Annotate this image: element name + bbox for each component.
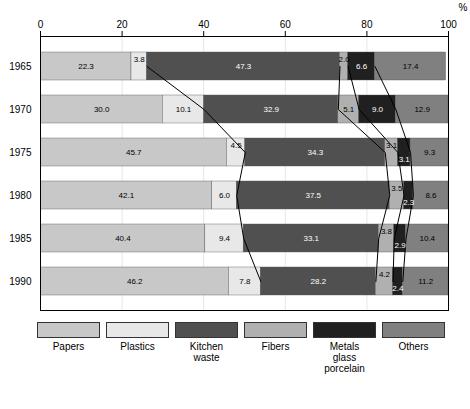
svg-text:2.9: 2.9 <box>395 241 407 250</box>
html-text:Papers: Papers <box>52 341 85 352</box>
svg-text:1990: 1990 <box>9 276 32 287</box>
svg-text:7.8: 7.8 <box>239 277 251 286</box>
svg-text:17.4: 17.4 <box>403 62 419 71</box>
svg-text:4.2: 4.2 <box>379 270 391 279</box>
svg-text:4.5: 4.5 <box>231 141 243 150</box>
html-text:Plastics: Plastics <box>120 341 155 352</box>
svg-text:47.3: 47.3 <box>236 62 252 71</box>
svg-text:9.3: 9.3 <box>424 148 436 157</box>
svg-text:37.5: 37.5 <box>305 191 321 200</box>
svg-text:40: 40 <box>198 19 210 30</box>
svg-text:3.8: 3.8 <box>134 55 146 64</box>
svg-text:3.8: 3.8 <box>381 227 393 236</box>
svg-text:10.1: 10.1 <box>176 105 192 114</box>
svg-text:46.2: 46.2 <box>127 277 143 286</box>
svg-text:30.0: 30.0 <box>94 105 110 114</box>
html-text:Others: Others <box>398 341 429 352</box>
svg-text:5.1: 5.1 <box>343 105 355 114</box>
svg-text:3.1: 3.1 <box>399 155 411 164</box>
svg-text:80: 80 <box>361 19 373 30</box>
svg-text:40.4: 40.4 <box>115 234 131 243</box>
svg-text:9.0: 9.0 <box>372 105 384 114</box>
svg-text:11.2: 11.2 <box>418 277 434 286</box>
svg-text:2.3: 2.3 <box>403 198 415 207</box>
svg-text:33.1: 33.1 <box>303 234 319 243</box>
svg-text:100: 100 <box>440 19 457 30</box>
svg-text:34.3: 34.3 <box>307 148 323 157</box>
svg-text:22.3: 22.3 <box>78 62 94 71</box>
svg-text:10.4: 10.4 <box>419 234 435 243</box>
svg-text:6.6: 6.6 <box>356 62 368 71</box>
html-text:Metals glass porcelain: Metals glass porcelain <box>324 341 365 374</box>
svg-text:8.6: 8.6 <box>425 191 437 200</box>
svg-text:42.1: 42.1 <box>119 191 135 200</box>
svg-text:6.0: 6.0 <box>219 191 231 200</box>
svg-text:12.9: 12.9 <box>414 105 430 114</box>
svg-text:2.4: 2.4 <box>392 284 404 293</box>
svg-text:1970: 1970 <box>9 104 32 115</box>
svg-text:3.5: 3.5 <box>391 184 403 193</box>
svg-text:28.2: 28.2 <box>311 277 327 286</box>
svg-text:1965: 1965 <box>9 61 32 72</box>
svg-text:1980: 1980 <box>9 190 32 201</box>
svg-text:32.9: 32.9 <box>263 105 279 114</box>
svg-text:60: 60 <box>280 19 292 30</box>
html-text:Fibers: Fibers <box>261 341 290 352</box>
svg-text:0: 0 <box>38 19 44 30</box>
svg-text:%: % <box>459 2 468 13</box>
svg-text:2.0: 2.0 <box>338 55 350 64</box>
svg-text:45.7: 45.7 <box>126 148 142 157</box>
svg-text:9.4: 9.4 <box>219 234 231 243</box>
svg-text:3.1: 3.1 <box>386 141 398 150</box>
svg-text:1975: 1975 <box>9 147 32 158</box>
svg-text:20: 20 <box>117 19 129 30</box>
html-text:Kitchen waste: Kitchen waste <box>189 341 224 363</box>
svg-text:1985: 1985 <box>9 233 32 244</box>
